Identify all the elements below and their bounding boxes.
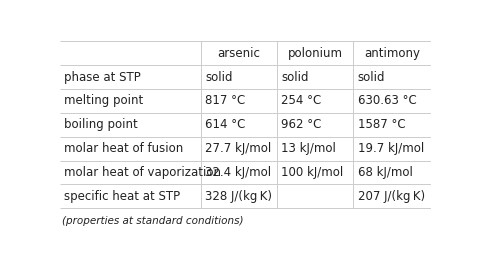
Text: solid: solid <box>358 71 385 84</box>
Text: 207 J/(kg K): 207 J/(kg K) <box>358 190 425 203</box>
Text: molar heat of vaporization: molar heat of vaporization <box>64 166 221 179</box>
Text: 962 °C: 962 °C <box>282 118 322 131</box>
Text: 13 kJ/mol: 13 kJ/mol <box>282 142 336 155</box>
Text: 254 °C: 254 °C <box>282 94 322 108</box>
Text: antimony: antimony <box>364 47 420 60</box>
Text: solid: solid <box>282 71 309 84</box>
Text: polonium: polonium <box>287 47 342 60</box>
Text: molar heat of fusion: molar heat of fusion <box>64 142 183 155</box>
Text: arsenic: arsenic <box>217 47 261 60</box>
Text: 68 kJ/mol: 68 kJ/mol <box>358 166 412 179</box>
Text: 328 J/(kg K): 328 J/(kg K) <box>205 190 273 203</box>
Text: melting point: melting point <box>64 94 144 108</box>
Text: 817 °C: 817 °C <box>205 94 246 108</box>
Text: 100 kJ/mol: 100 kJ/mol <box>282 166 344 179</box>
Text: 19.7 kJ/mol: 19.7 kJ/mol <box>358 142 424 155</box>
Text: specific heat at STP: specific heat at STP <box>64 190 181 203</box>
Text: 614 °C: 614 °C <box>205 118 246 131</box>
Text: phase at STP: phase at STP <box>64 71 141 84</box>
Text: 27.7 kJ/mol: 27.7 kJ/mol <box>205 142 272 155</box>
Text: 32.4 kJ/mol: 32.4 kJ/mol <box>205 166 272 179</box>
Text: 1587 °C: 1587 °C <box>358 118 405 131</box>
Text: solid: solid <box>205 71 233 84</box>
Text: (properties at standard conditions): (properties at standard conditions) <box>62 216 243 226</box>
Text: boiling point: boiling point <box>64 118 138 131</box>
Text: 630.63 °C: 630.63 °C <box>358 94 416 108</box>
